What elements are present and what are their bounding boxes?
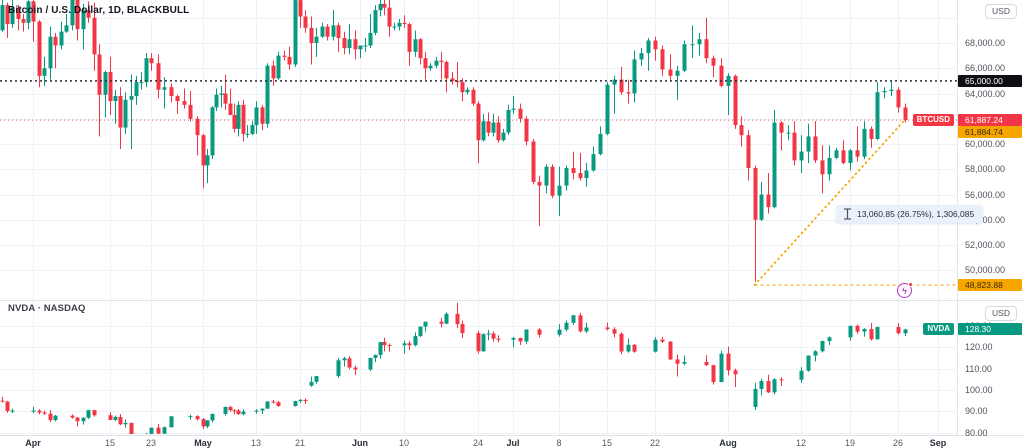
time-axis-border: [0, 435, 1024, 436]
price-label: 52,000.00: [965, 240, 1006, 250]
price-label: 66,000.00: [965, 63, 1006, 74]
measure-tooltip-text: 13,060.85 (26.75%), 1,306,085: [857, 209, 975, 219]
nvda-pane-title[interactable]: NVDA · NASDAQ: [8, 303, 86, 314]
time-label: 13: [250, 438, 262, 448]
time-label: 22: [649, 438, 661, 448]
notification-dot: [908, 282, 913, 287]
nvda-symbol-tag: NVDA: [923, 323, 954, 335]
time-label: 26: [892, 438, 904, 448]
time-label: Sep: [929, 438, 947, 448]
price-label: 100.00: [965, 385, 993, 395]
time-label: 12: [795, 438, 807, 448]
price-label: 50,000.00: [965, 265, 1006, 276]
btc-symbol-tag: BTCUSD: [912, 114, 954, 126]
time-label: 15: [104, 438, 116, 448]
price-label: 90.00: [965, 406, 988, 417]
btc-last-price-badge: 61,887.24: [958, 114, 1022, 126]
time-label: 15: [601, 438, 613, 448]
time-label: 23: [145, 438, 157, 448]
price-label: 64,000.00: [965, 88, 1006, 99]
time-label: Jun: [351, 438, 369, 448]
event-marker-glyph: ϟ: [902, 285, 907, 296]
pane-separator[interactable]: [0, 300, 1024, 301]
time-label: 10: [398, 438, 410, 448]
time-label: Jul: [506, 438, 520, 448]
price-label: 56,000.00: [965, 189, 1006, 200]
price-label: 60,000.00: [965, 139, 1006, 149]
trendline-price-badge: 61,884.74: [958, 126, 1022, 138]
currency-button-nvda[interactable]: USD: [985, 306, 1017, 321]
measure-tooltip: 13,060.85 (26.75%), 1,306,085: [836, 205, 984, 223]
time-label: 19: [844, 438, 856, 448]
time-label: Aug: [719, 438, 737, 448]
time-label: 21: [294, 438, 306, 448]
btc-pane-title[interactable]: Bitcoin / U.S. Dollar, 1D, BLACKBULL: [8, 5, 190, 16]
price-label: 80.00: [965, 427, 988, 438]
time-label: 24: [472, 438, 484, 448]
price-label: 54,000.00: [965, 214, 1006, 225]
price-label: 110.00: [965, 363, 992, 374]
time-label: May: [194, 438, 212, 448]
price-range-icon: [844, 208, 851, 220]
time-label: 8: [556, 438, 562, 448]
event-marker-icon[interactable]: ϟ: [897, 282, 913, 298]
nvda-last-price-badge: 128.30: [958, 323, 1022, 335]
ray-price-badge: 48,823.88: [958, 279, 1022, 291]
price-label: 68,000.00: [965, 38, 1006, 48]
time-label: Apr: [25, 438, 41, 448]
level-price-badge: 65,000.00: [958, 75, 1022, 87]
price-label: 58,000.00: [965, 164, 1006, 175]
currency-button-btc[interactable]: USD: [985, 4, 1017, 19]
price-label: 120.00: [965, 342, 993, 353]
